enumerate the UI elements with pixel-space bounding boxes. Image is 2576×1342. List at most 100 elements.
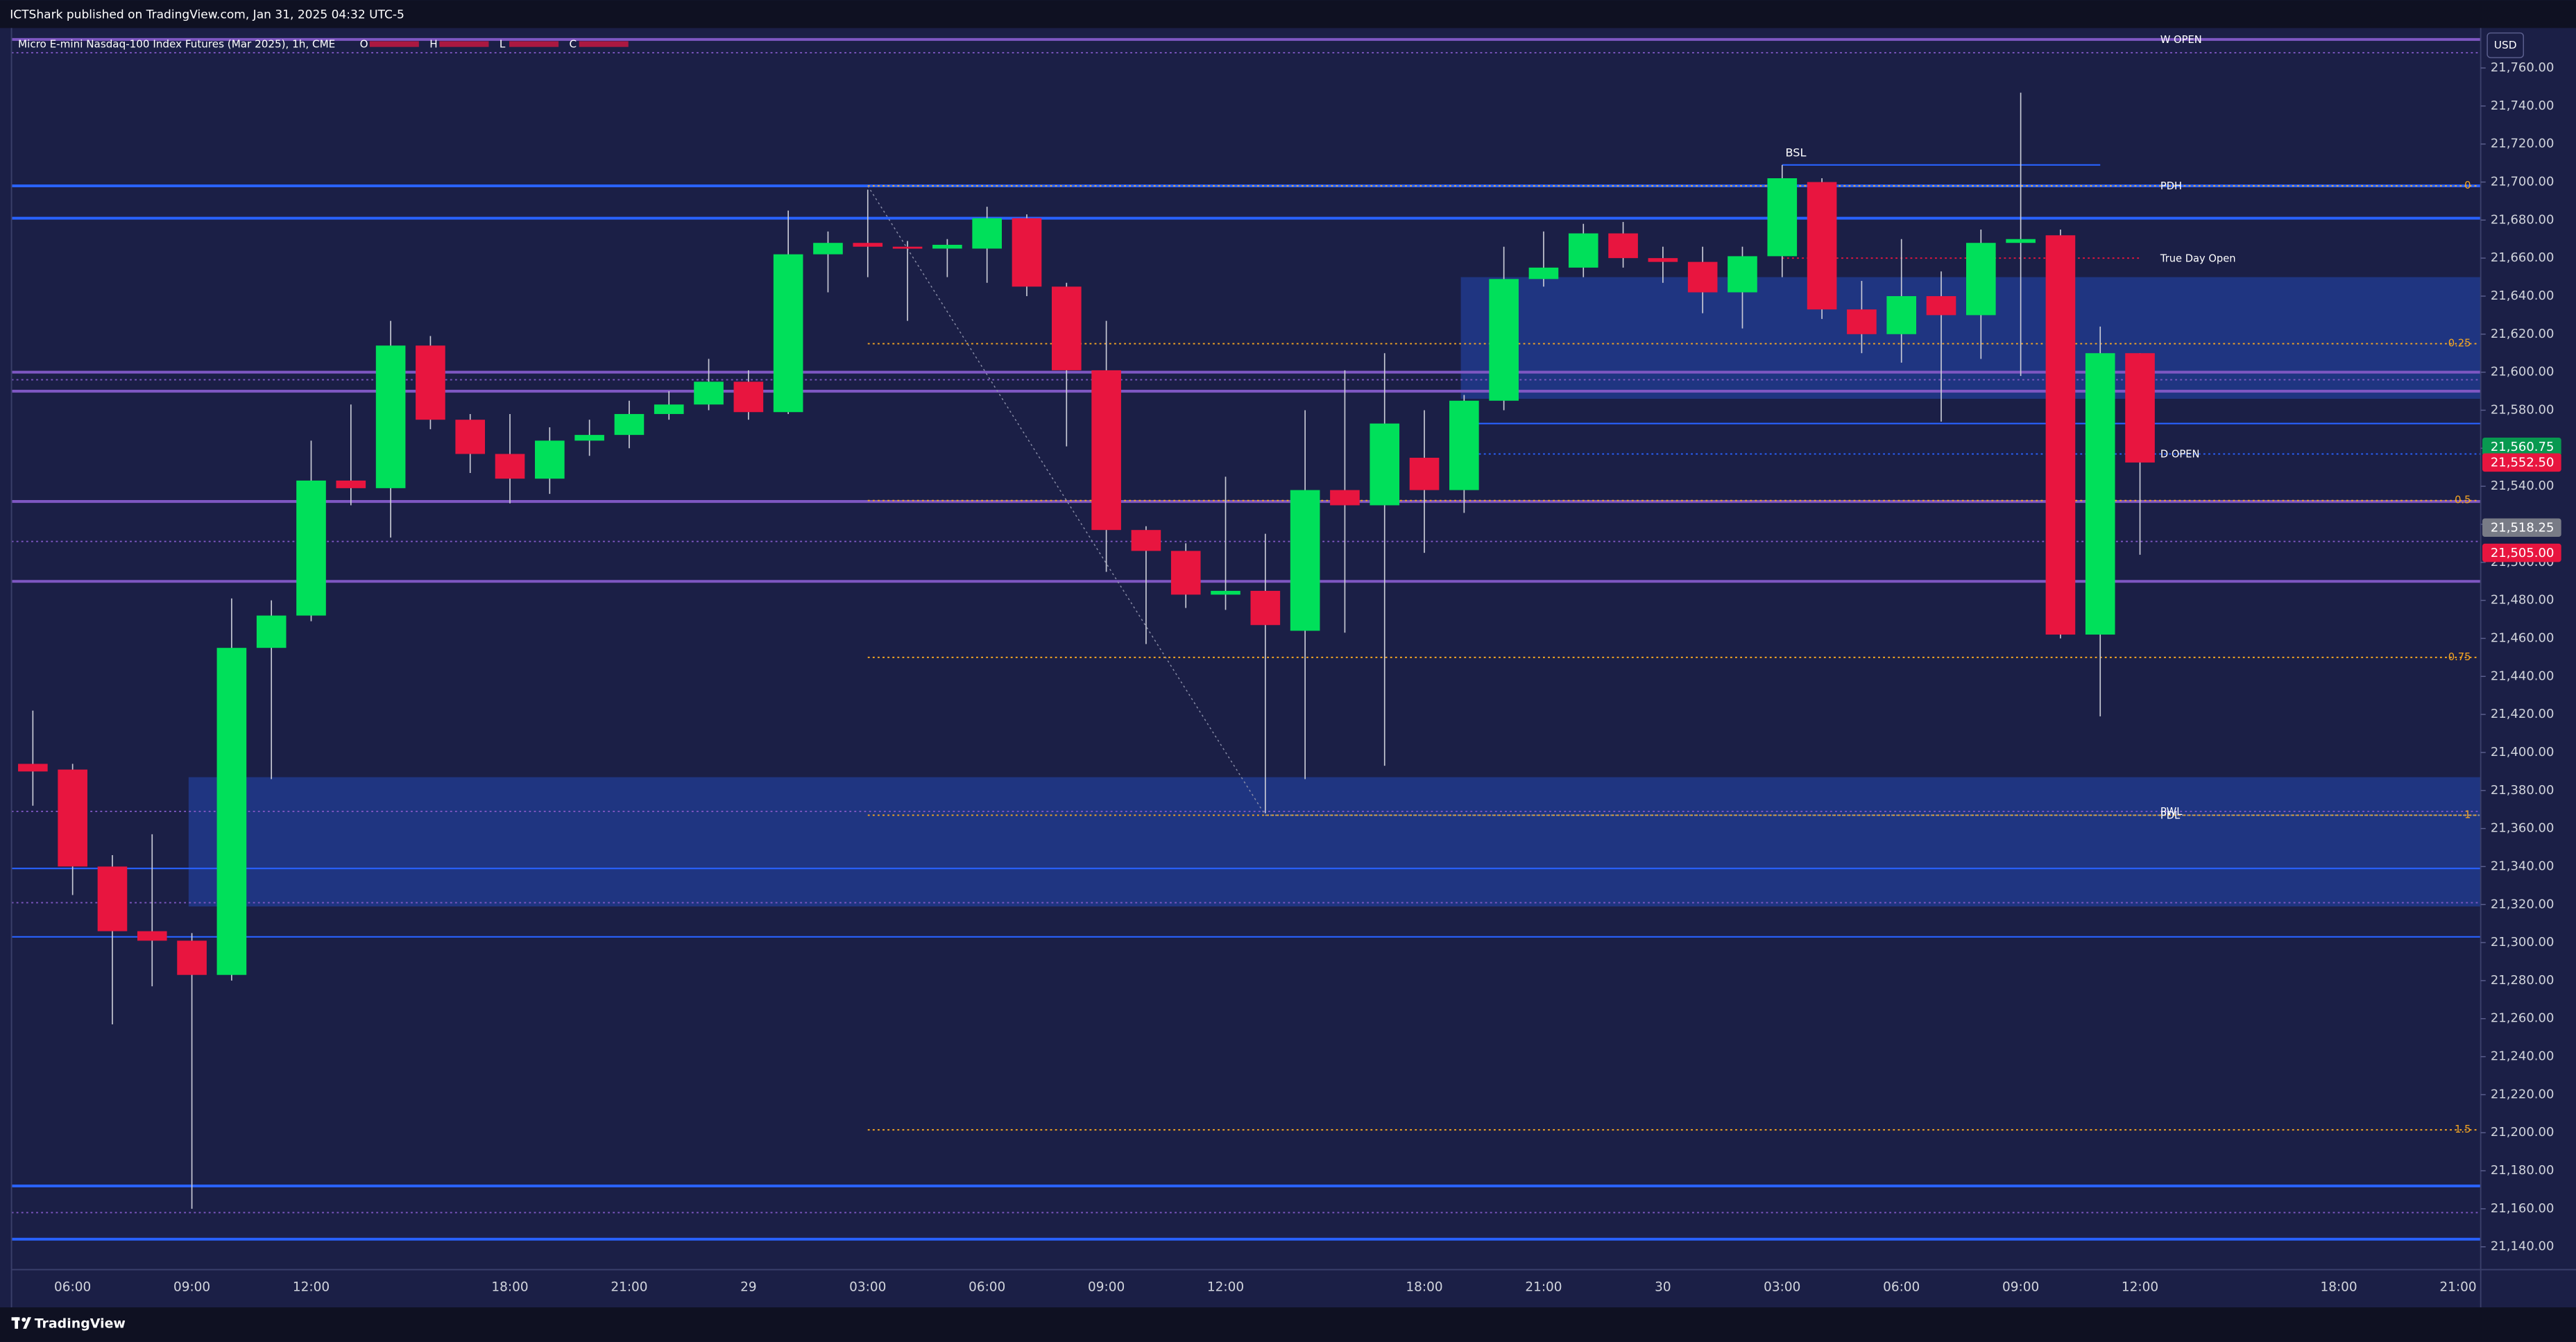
brand: TradingView xyxy=(35,1316,126,1331)
candle-body xyxy=(137,931,167,941)
price-tag xyxy=(2482,437,2561,456)
fib-label: 0.5 xyxy=(2455,494,2471,506)
y-tick-label: 21,180.00 xyxy=(2491,1163,2554,1178)
brand-logo xyxy=(11,1317,31,1329)
candle-body xyxy=(1370,423,1400,506)
candle-body xyxy=(2085,353,2115,635)
y-tick-label: 21,160.00 xyxy=(2491,1201,2554,1216)
candle-body xyxy=(2006,239,2036,243)
y-tick-label: 21,380.00 xyxy=(2491,783,2554,798)
candle-body xyxy=(853,243,883,247)
candle-body xyxy=(1489,279,1519,401)
symbol-legend: Micro E-mini Nasdaq-100 Index Futures (M… xyxy=(18,38,335,51)
x-tick-label: 18:00 xyxy=(1406,1280,1442,1295)
level-label: True Day Open xyxy=(2160,252,2236,264)
y-tick-label: 21,700.00 xyxy=(2491,174,2554,189)
candle-body xyxy=(455,420,486,454)
y-tick-label: 21,540.00 xyxy=(2491,479,2554,493)
y-tick-label: 21,720.00 xyxy=(2491,137,2554,151)
candle-body xyxy=(1847,309,1877,334)
candle-body xyxy=(1091,370,1121,531)
candle-body xyxy=(614,413,645,436)
level-label: D OPEN xyxy=(2160,449,2200,461)
level-label: PDL xyxy=(2160,810,2181,822)
price-tag-label: 21,518.25 xyxy=(2491,520,2554,535)
candle-body xyxy=(97,866,128,931)
x-tick-label: 06:00 xyxy=(54,1280,91,1295)
price-tag-label: 21,552.50 xyxy=(2491,456,2554,470)
fib-label: 1 xyxy=(2464,809,2471,820)
y-tick-label: 21,600.00 xyxy=(2491,365,2554,379)
x-tick-label: 06:00 xyxy=(1883,1280,1920,1295)
plot-area xyxy=(11,37,2481,1241)
x-tick-label: 18:00 xyxy=(2320,1280,2357,1295)
candle-body xyxy=(216,648,247,975)
y-tick-label: 21,140.00 xyxy=(2491,1239,2554,1254)
candle-body xyxy=(1449,400,1479,490)
x-tick-label: 03:00 xyxy=(849,1280,886,1295)
y-tick-label: 21,320.00 xyxy=(2491,897,2554,911)
header-bar xyxy=(0,0,2576,28)
candle-body xyxy=(694,381,724,405)
logo-part xyxy=(15,1317,19,1329)
y-tick-label: 21,260.00 xyxy=(2491,1011,2554,1026)
candle-body xyxy=(495,454,525,479)
x-tick-label: 21:00 xyxy=(2439,1280,2476,1295)
candle-body xyxy=(1648,258,1678,262)
y-tick-label: 21,760.00 xyxy=(2491,60,2554,75)
x-tick-label: 09:00 xyxy=(173,1280,210,1295)
candle-body xyxy=(892,246,923,249)
y-tick-label: 21,240.00 xyxy=(2491,1049,2554,1064)
logo-part xyxy=(22,1317,26,1322)
published-text: ICTShark published on TradingView.com, J… xyxy=(10,8,404,21)
candle-body xyxy=(1290,490,1320,631)
fib-label: 0.25 xyxy=(2448,338,2471,350)
zones xyxy=(188,277,2481,907)
currency-box xyxy=(2487,32,2524,58)
y-tick-label: 21,440.00 xyxy=(2491,669,2554,683)
candle-body xyxy=(1608,233,1638,259)
y-tick-label: 21,580.00 xyxy=(2491,402,2554,417)
price-tag xyxy=(2482,518,2561,537)
legend-field: L xyxy=(500,38,506,51)
price-tags: 21,560.75 21,552.50 21,518.25 21,505.00 xyxy=(2482,437,2561,562)
x-tick-label: 12:00 xyxy=(293,1280,330,1295)
y-tick-label: 21,360.00 xyxy=(2491,821,2554,836)
candle-body xyxy=(813,243,843,255)
fib-label: 0 xyxy=(2464,180,2471,191)
candle-body xyxy=(256,615,287,648)
candle-body xyxy=(416,345,445,420)
candle-body xyxy=(535,440,565,479)
level-label: W OPEN xyxy=(2160,34,2202,46)
candle-body xyxy=(1886,295,1917,334)
legend-value xyxy=(579,41,629,47)
y-tick-label: 21,460.00 xyxy=(2491,630,2554,645)
candle-body xyxy=(1568,233,1598,268)
zone xyxy=(188,777,2481,907)
x-tick-label: 21:00 xyxy=(611,1280,647,1295)
level-label: PDH xyxy=(2160,180,2182,192)
y-tick-label: 21,640.00 xyxy=(2491,289,2554,303)
y-tick-label: 21,660.00 xyxy=(2491,250,2554,265)
candle-body xyxy=(574,435,604,441)
candle-body xyxy=(1250,590,1281,626)
x-tick-label: 03:00 xyxy=(1764,1280,1800,1295)
candle-body xyxy=(2045,235,2076,635)
candle-body xyxy=(932,244,962,249)
fib-trend xyxy=(867,185,1266,816)
candle-body xyxy=(1211,590,1240,595)
y-tick-label: 21,280.00 xyxy=(2491,973,2554,988)
candle-body xyxy=(654,404,684,414)
candle-body xyxy=(1728,256,1757,293)
fibonacci xyxy=(867,185,2477,1131)
candle-body xyxy=(375,345,406,488)
candle-body xyxy=(1767,178,1798,257)
y-tick-label: 21,300.00 xyxy=(2491,935,2554,949)
currency: USD xyxy=(2494,39,2517,51)
x-tick-label: 29 xyxy=(740,1280,757,1295)
fib-label: 1.5 xyxy=(2455,1124,2471,1135)
x-tick-label: 06:00 xyxy=(969,1280,1005,1295)
level-label: PWL xyxy=(2160,806,2183,818)
